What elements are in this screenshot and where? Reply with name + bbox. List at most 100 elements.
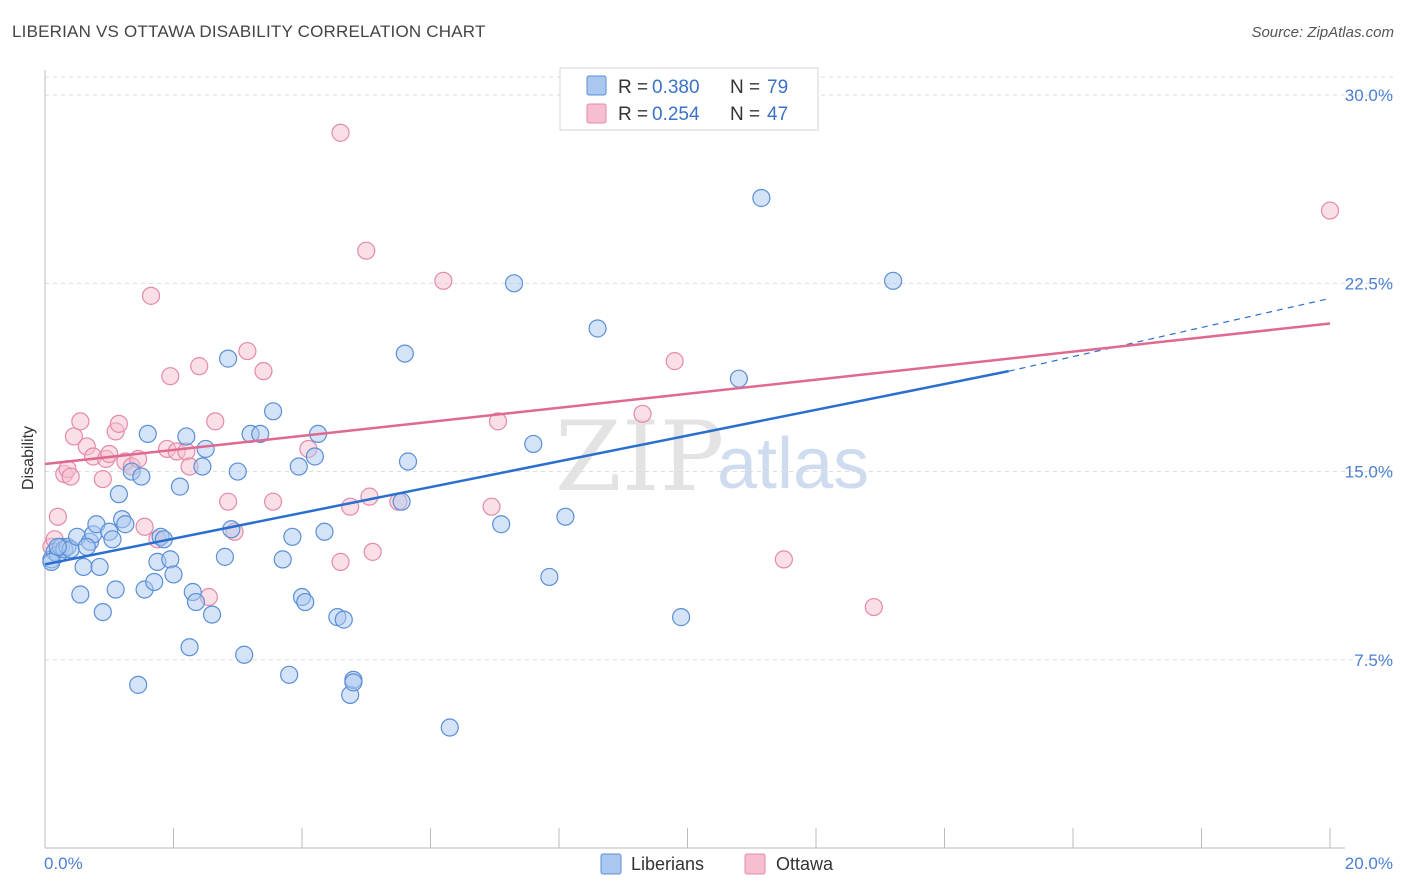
liberians-point-78 [77,537,96,556]
ottawa-point-38 [363,542,382,561]
liberians-point-73 [729,369,749,388]
y-tick-label-0: 7.5% [1354,651,1393,670]
liberians-point-14 [93,602,112,622]
liberians-point-17 [106,580,125,599]
ottawa-point-12 [100,444,119,464]
ottawa-point-43 [633,404,652,423]
ottawa-trend-line [44,322,1331,466]
stats-legend-n-label-liberians: N = [730,77,760,98]
legend-swatch-liberians [600,853,622,875]
ottawa-point-10 [93,469,112,489]
y-tick-label-2: 22.5% [1345,274,1393,293]
ottawa-point-42 [488,412,508,431]
liberians-point-32 [170,477,190,496]
watermark-atlas: atlas [717,424,869,504]
x-ticks [44,828,1331,848]
ottawa-point-26 [190,357,209,376]
y-axis-title: Disability [20,426,37,490]
stats-legend-swatch-liberians [586,75,607,96]
x-tick-label-max: 20.0% [1345,854,1393,873]
ottawa-point-40 [434,271,453,290]
liberians-point-40 [215,547,234,566]
stats-legend-r-value-liberians: 0.380 [652,77,700,98]
ottawa-point-6 [64,427,84,446]
liberians-point-16 [103,530,122,549]
liberians-point-61 [344,673,363,692]
liberians-point-72 [671,608,691,627]
source-label: Source: ZipAtlas.com [1251,24,1394,41]
liberians-point-30 [161,550,180,569]
liberians-point-44 [235,645,254,664]
stats-legend-r-label-ottawa: R = [618,104,648,125]
liberians-point-69 [540,567,559,587]
liberians-point-64 [398,452,418,471]
y-tick-label-1: 15.0% [1345,463,1393,482]
ottawa-point-47 [331,123,350,142]
liberians-point-77 [48,537,67,556]
liberians-point-43 [228,462,247,481]
liberians-point-56 [315,522,334,541]
grid [45,76,1393,661]
liberians-point-58 [334,610,353,629]
legend-swatch-ottawa [744,853,766,875]
liberians-point-66 [492,515,511,534]
liberians-point-74 [752,188,771,208]
legend-label-ottawa: Ottawa [776,854,834,874]
ottawa-point-49 [1320,201,1340,220]
ottawa-point-35 [331,552,350,571]
liberians-point-34 [180,638,199,657]
ottawa-point-41 [482,497,501,516]
series-legend: Liberians Ottawa [600,853,834,875]
liberians-point-18 [109,485,128,504]
liberians-point-46 [251,424,270,444]
ottawa-point-46 [864,597,883,617]
ottawa-point-19 [141,286,161,305]
ottawa-point-31 [238,341,257,361]
ottawa-point-37 [360,487,379,506]
y-tick-label-3: 30.0% [1345,86,1393,105]
ottawa-point-28 [206,412,225,431]
liberians-point-62 [392,492,411,511]
liberians-point-71 [588,319,607,338]
ottawa-point-45 [774,550,793,569]
stats-legend-n-label-ottawa: N = [730,104,760,125]
ottawa-point-2 [48,507,67,526]
ottawa-points [42,123,1340,617]
axes [44,70,1345,849]
liberians-point-31 [164,565,183,584]
ottawa-point-14 [109,414,128,433]
liberians-point-36 [186,592,206,612]
legend-label-liberians: Liberians [631,854,704,874]
liberians-point-20 [116,515,135,534]
liberians-trend-extension [1008,297,1331,372]
stats-legend-swatch-ottawa [586,103,607,124]
liberians-point-13 [90,557,109,577]
stats-legend-r-value-ottawa: 0.254 [652,104,700,125]
liberians-point-8 [71,585,90,604]
ottawa-point-22 [161,367,180,386]
liberians-point-9 [74,557,93,577]
ottawa-point-32 [254,362,273,381]
liberians-point-39 [202,605,222,624]
liberians-point-37 [193,457,212,476]
liberians-point-70 [556,507,575,526]
liberians-point-53 [296,592,315,612]
liberians-point-63 [395,344,414,363]
ottawa-point-29 [219,492,238,511]
liberians-trend-line [44,369,1009,566]
x-tick-label-min: 0.0% [44,854,83,873]
liberians-point-26 [145,572,164,592]
stats-legend-n-value-liberians: 79 [767,77,788,98]
liberians-points [42,188,903,737]
stats-legend-n-value-ottawa: 47 [767,104,788,125]
liberians-point-67 [504,274,524,293]
liberians-point-68 [524,434,543,454]
ottawa-point-7 [71,412,90,431]
liberians-point-49 [280,665,299,684]
ottawa-point-36 [341,497,360,516]
ottawa-point-48 [357,241,376,260]
ottawa-point-44 [665,352,684,371]
liberians-point-75 [883,271,903,290]
liberians-point-23 [132,467,151,486]
